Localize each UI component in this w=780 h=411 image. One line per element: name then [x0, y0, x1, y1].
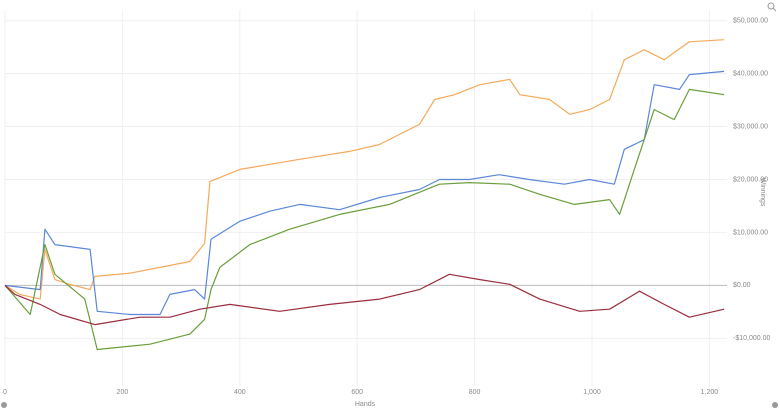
x-axis-title: Hands — [355, 401, 376, 408]
x-tick-label: 1,000 — [583, 389, 601, 396]
zoom-handle — [772, 7, 777, 12]
scroll-left[interactable] — [1, 402, 7, 408]
series-line — [4, 88, 725, 351]
zoom-glass — [767, 2, 775, 10]
y-tick-label: -$10,000.00 — [733, 335, 770, 342]
x-tick-label: 1,200 — [701, 389, 719, 396]
y-axis-title: Winnings — [759, 178, 766, 207]
scroll-right[interactable] — [772, 402, 778, 408]
x-tick-label: 600 — [351, 389, 363, 396]
series-line — [4, 39, 725, 300]
y-tick-label: $0.00 — [733, 282, 751, 289]
series-line — [4, 273, 725, 326]
grid-layer — [4, 10, 727, 386]
y-tick-label: $40,000.00 — [733, 70, 768, 77]
x-tick-label: 200 — [117, 389, 129, 396]
zoom-icon[interactable] — [767, 2, 777, 12]
y-tick-label: $30,000.00 — [733, 123, 768, 130]
x-tick-label: 400 — [234, 389, 246, 396]
x-tick-label: 0 — [3, 389, 7, 396]
series-line — [4, 70, 725, 316]
x-tick-label: 800 — [469, 389, 481, 396]
y-tick-label: $20,000.00 — [733, 176, 768, 183]
y-tick-label: $50,000.00 — [733, 17, 768, 24]
y-tick-label: $10,000.00 — [733, 229, 768, 236]
